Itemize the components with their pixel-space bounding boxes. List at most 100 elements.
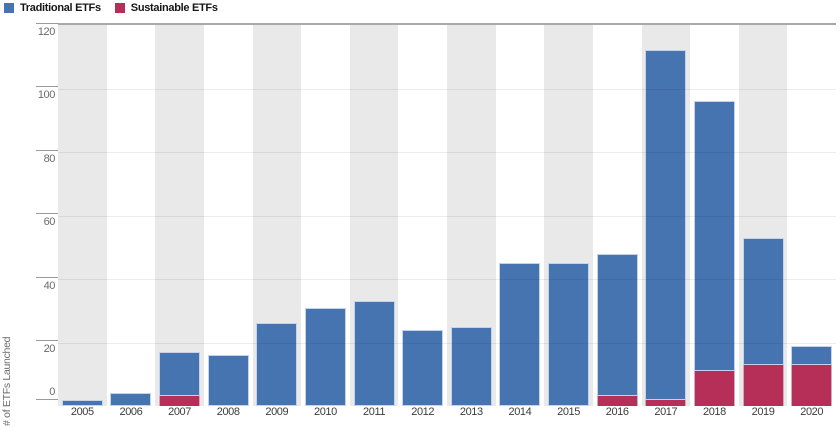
y-tick-dash-0	[36, 399, 58, 400]
year-band-2016	[592, 25, 642, 406]
x-tick-label-2007: 2007	[168, 406, 191, 418]
legend-item-traditional[interactable]: Traditional ETFs	[4, 2, 101, 14]
bar-segment-sustainable-2017[interactable]	[645, 399, 687, 406]
year-band-2006	[106, 25, 156, 406]
year-band-2018	[690, 25, 739, 406]
bar-segment-sustainable-2018[interactable]	[693, 371, 735, 406]
plot-area	[58, 23, 836, 406]
x-tick-label-2009: 2009	[265, 406, 289, 418]
y-axis-title: # of ETFs Launched	[1, 336, 13, 426]
x-axis: 2005 2006 2007 2008 2009 2010 2011 2012 2013 2014…	[58, 406, 836, 424]
y-tick-label-20: 20	[43, 343, 56, 355]
y-tick-label-100: 100	[37, 89, 56, 101]
year-band-2019	[738, 25, 788, 406]
bar-segment-traditional-2010[interactable]	[304, 307, 346, 406]
gridline-80	[58, 152, 836, 153]
bar-2017[interactable]	[645, 50, 687, 406]
x-tick-label-2010: 2010	[314, 406, 337, 418]
y-axis: # of ETFs Launched 0 20 40 60 80 100 120	[0, 22, 58, 426]
y-tick-dash-80	[36, 149, 58, 151]
bar-segment-traditional-2016[interactable]	[596, 253, 638, 397]
y-tick-dash-120	[36, 22, 58, 24]
year-band-2011	[349, 25, 399, 406]
bar-2009[interactable]	[256, 323, 298, 406]
y-tick-label-40: 40	[43, 279, 56, 292]
bar-2013[interactable]	[450, 326, 492, 406]
legend-label-traditional: Traditional ETFs	[20, 2, 101, 14]
bar-segment-traditional-2007[interactable]	[159, 352, 201, 397]
y-tick-label-80: 80	[43, 152, 56, 165]
bar-segment-traditional-2008[interactable]	[207, 355, 249, 406]
year-band-2007	[155, 25, 204, 406]
bar-segment-traditional-2005[interactable]	[61, 399, 103, 406]
bar-segment-traditional-2020[interactable]	[791, 345, 833, 365]
y-tick-label-120: 120	[37, 25, 56, 38]
bar-segment-traditional-2015[interactable]	[548, 263, 590, 406]
y-tick-dash-20	[36, 340, 58, 341]
x-tick-label-2017: 2017	[654, 406, 678, 418]
bar-segment-sustainable-2007[interactable]	[159, 396, 201, 406]
gridline-40	[58, 279, 836, 280]
legend-item-sustainable[interactable]: Sustainable ETFs	[114, 2, 218, 14]
year-band-2014	[495, 25, 545, 406]
bar-segment-traditional-2011[interactable]	[353, 301, 395, 406]
bar-segment-sustainable-2020[interactable]	[791, 364, 833, 406]
bar-2014[interactable]	[499, 263, 541, 406]
bar-2020[interactable]	[791, 345, 833, 406]
x-tick-label-2014: 2014	[508, 406, 532, 418]
traditional-color-swatch-icon	[4, 3, 14, 13]
legend-label-sustainable: Sustainable ETFs	[130, 2, 218, 14]
x-tick-label-2015: 2015	[557, 406, 580, 418]
year-band-2013	[447, 25, 496, 406]
year-band-2020	[787, 25, 836, 406]
x-tick-label-2016: 2016	[605, 406, 629, 418]
bar-segment-traditional-2013[interactable]	[450, 326, 492, 406]
bar-2008[interactable]	[207, 355, 249, 406]
y-tick-label-0: 0	[49, 385, 55, 398]
x-tick-label-2008: 2008	[216, 406, 240, 418]
bar-2012[interactable]	[402, 329, 444, 406]
year-band-2012	[398, 25, 447, 406]
bar-segment-traditional-2009[interactable]	[256, 323, 298, 406]
bar-2010[interactable]	[304, 307, 346, 406]
sustainable-color-swatch-icon	[114, 3, 125, 13]
bar-segment-traditional-2017[interactable]	[645, 50, 687, 400]
y-tick-dash-40	[36, 276, 58, 278]
bar-segment-sustainable-2016[interactable]	[596, 396, 638, 406]
x-tick-label-2005: 2005	[70, 406, 94, 418]
x-tick-label-2011: 2011	[363, 406, 386, 418]
chart-legend: Traditional ETFs Sustainable ETFs	[4, 2, 218, 14]
year-band-2017	[641, 25, 691, 406]
bar-segment-traditional-2018[interactable]	[693, 101, 735, 372]
x-tick-label-2013: 2013	[459, 406, 483, 418]
y-tick-dash-60	[36, 213, 58, 214]
gridline-60	[58, 215, 836, 217]
year-band-2015	[544, 25, 593, 406]
x-tick-label-2006: 2006	[119, 406, 143, 418]
bar-2016[interactable]	[596, 253, 638, 406]
x-tick-label-2012: 2012	[411, 406, 435, 418]
bar-segment-traditional-2019[interactable]	[742, 237, 784, 365]
bar-2018[interactable]	[693, 101, 735, 406]
bar-2019[interactable]	[742, 237, 784, 406]
x-tick-label-2018: 2018	[703, 406, 726, 418]
year-band-2008	[203, 25, 253, 406]
bar-segment-traditional-2012[interactable]	[402, 329, 444, 406]
bar-segment-traditional-2006[interactable]	[110, 393, 152, 406]
bar-segment-traditional-2014[interactable]	[499, 263, 541, 406]
bar-2015[interactable]	[548, 263, 590, 406]
year-band-2005	[58, 25, 107, 406]
bar-2007[interactable]	[159, 352, 201, 406]
bar-2011[interactable]	[353, 301, 395, 406]
bar-segment-sustainable-2019[interactable]	[742, 364, 784, 406]
year-band-2009	[252, 25, 302, 406]
y-tick-label-60: 60	[43, 216, 56, 228]
bar-2005[interactable]	[61, 399, 103, 406]
x-tick-label-2020: 2020	[800, 406, 824, 418]
year-band-2010	[301, 25, 350, 406]
bar-2006[interactable]	[110, 393, 152, 406]
gridline-20	[58, 342, 836, 344]
y-tick-dash-100	[36, 86, 58, 87]
x-tick-label-2019: 2019	[751, 406, 775, 418]
